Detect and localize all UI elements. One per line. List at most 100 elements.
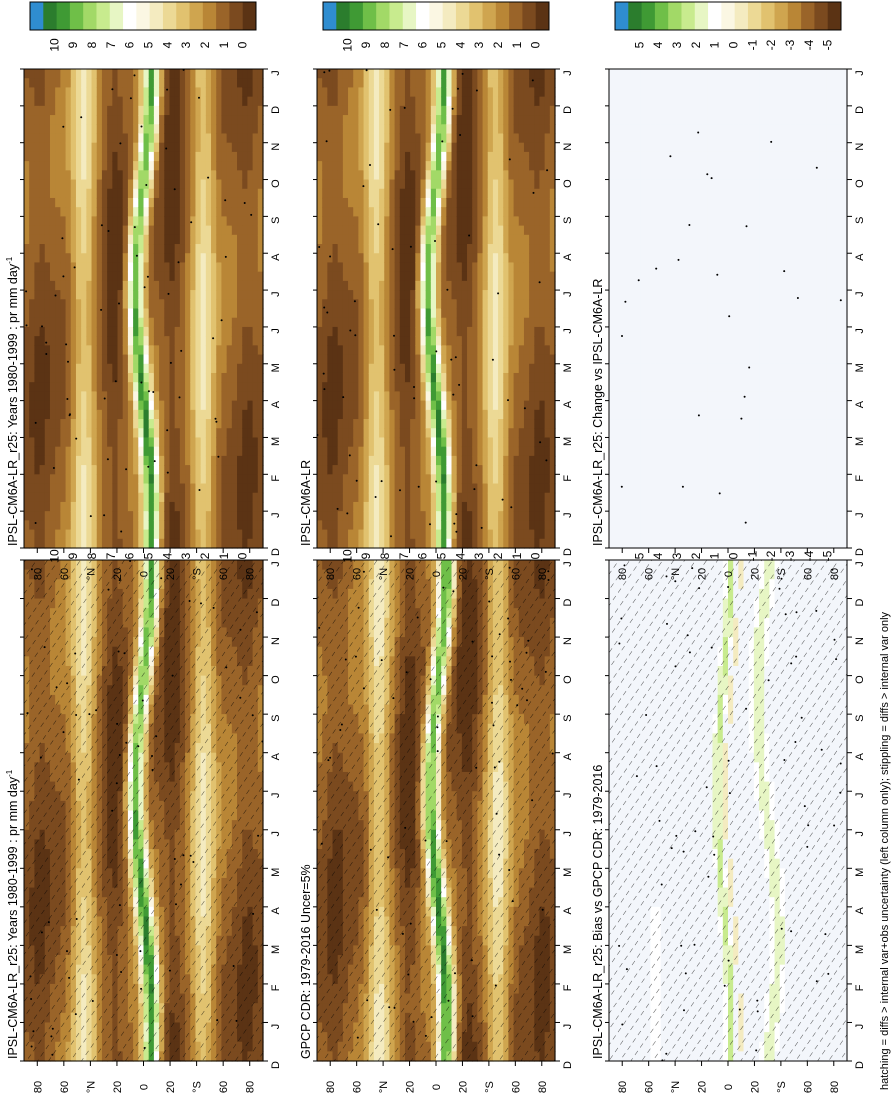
heatmap-cell (34, 372, 41, 383)
heatmap-cell (226, 345, 233, 356)
heatmap-cell (60, 326, 67, 337)
heatmap-cell (127, 253, 134, 264)
stipple-dot (175, 903, 177, 906)
heatmap-cell (226, 133, 233, 144)
heatmap-cell (133, 234, 139, 245)
heatmap-cell (34, 446, 41, 457)
heatmap-cell (185, 290, 191, 300)
heatmap-cell (29, 446, 35, 457)
heatmap-cell (153, 188, 160, 199)
heatmap-cell (159, 538, 165, 549)
heatmap-cell (185, 501, 191, 512)
heatmap-cell (205, 428, 212, 439)
heatmap-cell (75, 345, 82, 356)
heatmap-cell (39, 161, 46, 171)
heatmap-cell (60, 299, 67, 310)
heatmap-cell (159, 317, 165, 328)
heatmap-cell (211, 501, 217, 512)
heatmap-cell (148, 391, 155, 402)
heatmap-cell (70, 115, 77, 125)
heatmap-cell (257, 446, 264, 457)
heatmap-cell (127, 124, 134, 135)
heatmap-cell (55, 124, 61, 135)
heatmap-cell (153, 197, 160, 208)
heatmap-cell (169, 188, 176, 199)
heatmap-cell (91, 96, 98, 107)
heatmap-cell (216, 492, 223, 503)
heatmap-cell (75, 372, 82, 383)
heatmap-cell (49, 317, 56, 328)
heatmap-cell (185, 400, 191, 411)
stipple-dot (216, 1019, 219, 1022)
heatmap-cell (107, 188, 113, 199)
heatmap-cell (211, 299, 217, 310)
heatmap-cell (127, 326, 134, 337)
heatmap-cell (159, 87, 165, 98)
heatmap-cell (143, 253, 150, 264)
stipple-dot (239, 628, 242, 631)
heatmap-cell (205, 446, 212, 457)
heatmap-cell (242, 492, 249, 503)
heatmap-cell (107, 290, 113, 300)
heatmap-cell (29, 207, 35, 217)
heatmap-cell (148, 409, 155, 420)
heatmap-cell (185, 96, 191, 107)
heatmap-cell (75, 234, 82, 245)
heatmap-cell (211, 207, 217, 217)
heatmap-cell (216, 483, 223, 494)
heatmap-cell (107, 115, 113, 125)
heatmap-cell (164, 161, 171, 171)
heatmap-cell (231, 207, 238, 217)
heatmap-cell (81, 336, 87, 346)
heatmap-cell (231, 501, 238, 512)
heatmap-cell (112, 115, 119, 125)
heatmap-cell (231, 345, 238, 356)
heatmap-cell (179, 179, 186, 190)
heatmap-cell (70, 455, 77, 466)
heatmap-cell (29, 391, 35, 402)
heatmap-cell (81, 133, 87, 144)
heatmap-cell (242, 290, 249, 300)
heatmap-cell (153, 151, 160, 162)
heatmap-cell (96, 133, 103, 144)
heatmap-cell (221, 115, 228, 125)
heatmap-cell (60, 105, 67, 116)
heatmap-cell (91, 354, 98, 365)
heatmap-cell (122, 225, 129, 236)
heatmap-cell (39, 115, 46, 125)
heatmap-cell (65, 455, 72, 466)
heatmap-cell (133, 170, 139, 181)
stipple-dot (135, 254, 138, 257)
heatmap-cell (96, 474, 103, 485)
heatmap-cell (169, 400, 176, 411)
heatmap-cell (247, 207, 254, 217)
heatmap-cell (174, 115, 181, 125)
heatmap-cell (153, 317, 160, 328)
heatmap-cell (174, 474, 181, 485)
heatmap-cell (164, 511, 171, 521)
heatmap-cell (257, 529, 264, 540)
heatmap-cell (133, 244, 139, 254)
heatmap-cell (237, 234, 243, 245)
heatmap-cell (164, 280, 171, 291)
heatmap-cell (86, 234, 93, 245)
heatmap-cell (143, 501, 150, 512)
heatmap-cell (164, 151, 171, 162)
heatmap-cell (29, 151, 35, 162)
heatmap-cell (200, 124, 207, 135)
stipple-dot (111, 809, 114, 812)
heatmap-cell (81, 308, 87, 319)
heatmap-cell (91, 529, 98, 540)
stipple-dot (75, 714, 78, 716)
heatmap-cell (96, 78, 103, 89)
heatmap-cell (195, 78, 202, 89)
heatmap-cell (86, 538, 93, 549)
heatmap-cell (211, 308, 217, 319)
heatmap-cell (112, 511, 119, 521)
heatmap-cell (231, 372, 238, 383)
heatmap-cell (127, 538, 134, 549)
heatmap-cell (185, 391, 191, 402)
heatmap-cell (190, 69, 197, 79)
heatmap-cell (200, 400, 207, 411)
heatmap-cell (60, 244, 67, 254)
